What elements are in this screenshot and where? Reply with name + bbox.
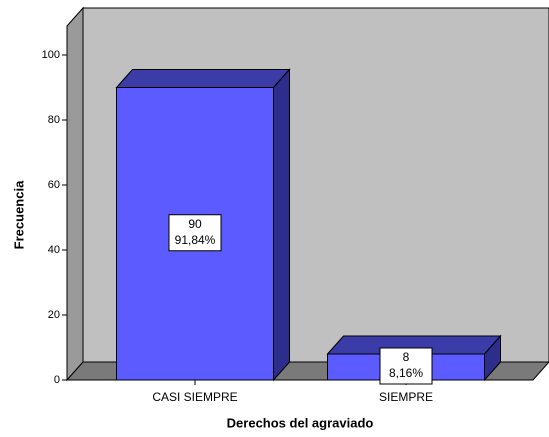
x-tick-label: CASI SIEMPRE [152, 390, 237, 404]
data-label: 8 [403, 350, 410, 364]
y-tick-label: 60 [48, 179, 60, 191]
percent-label: 91,84% [175, 233, 216, 247]
x-axis-label: Derechos del agraviado [227, 415, 374, 430]
side-wall [66, 6, 84, 382]
data-label-box [379, 347, 433, 385]
x-tick-label: SIEMPRE [379, 390, 433, 404]
data-label-box [168, 214, 222, 252]
data-label: 90 [188, 217, 202, 231]
y-axis-label: Frecuencia [11, 180, 26, 249]
bar-top [115, 69, 291, 88]
y-tick-label: 0 [54, 374, 60, 386]
y-tick-label: 20 [48, 309, 60, 321]
y-tick-label: 100 [42, 49, 60, 61]
percent-label: 8,16% [389, 366, 423, 380]
y-tick-label: 40 [48, 244, 60, 256]
y-tick-label: 80 [48, 114, 60, 126]
bar-side [273, 68, 290, 382]
